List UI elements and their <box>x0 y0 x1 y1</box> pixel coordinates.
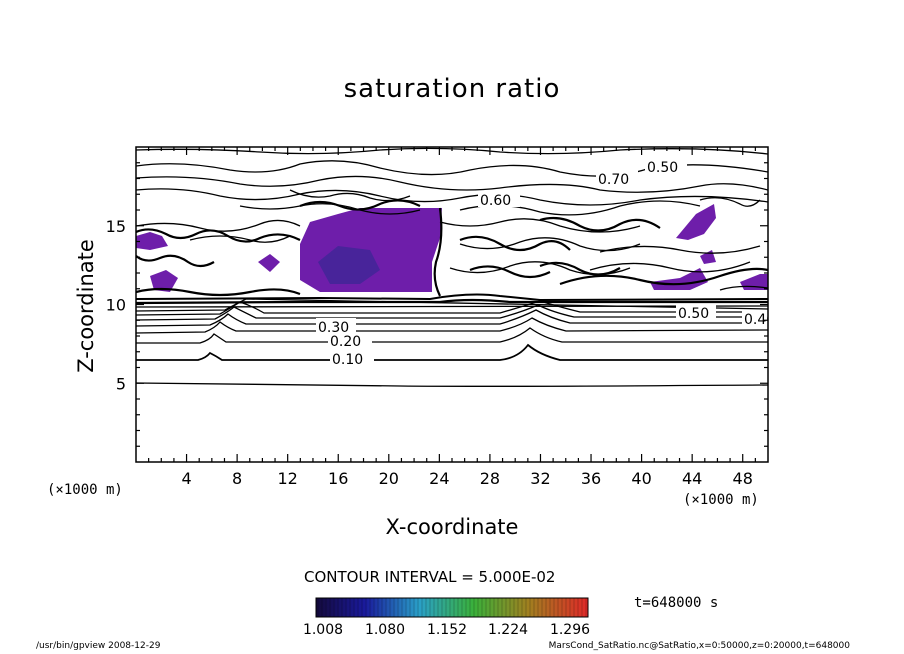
x-tick-label: 44 <box>682 469 702 488</box>
y-tick-label: 5 <box>116 374 126 393</box>
x-tick-label: 48 <box>733 469 753 488</box>
supersaturation-fill <box>136 204 768 292</box>
y-tick-label: 10 <box>106 296 126 315</box>
contour-label: 0.40 <box>744 312 775 328</box>
colorbar-tick-label: 1.152 <box>426 622 468 638</box>
x-unit-label-left: (×1000 m) <box>47 482 123 498</box>
y-tick-label: 15 <box>106 217 126 236</box>
contour-label: 0.10 <box>332 352 363 368</box>
x-tick-label: 4 <box>181 469 191 488</box>
x-axis-label: X-coordinate <box>385 515 519 539</box>
footer-source: MarsCond_SatRatio.nc@SatRatio,x=0:50000,… <box>548 641 850 651</box>
contour-label: 0.50 <box>647 160 678 176</box>
x-tick-label: 28 <box>480 469 500 488</box>
colorbar-tick-label: 1.296 <box>549 622 591 638</box>
x-tick-label: 40 <box>631 469 651 488</box>
contour-boundaries <box>136 199 661 297</box>
contour-label: 0.20 <box>330 334 361 350</box>
colorbar <box>315 597 589 618</box>
contour-label-group: 0.10 0.20 0.30 0.40 0.50 0.50 0.60 0.70 <box>316 158 775 368</box>
plot-area: 0.10 0.20 0.30 0.40 0.50 0.50 0.60 0.70 <box>136 147 775 388</box>
colorbar-tick-label: 1.008 <box>302 622 344 638</box>
contour-label: 0.30 <box>318 320 349 336</box>
plot-frame <box>135 146 769 463</box>
x-tick-label: 32 <box>530 469 550 488</box>
x-tick-label: 24 <box>429 469 449 488</box>
y-axis-label: Z-coordinate <box>74 239 98 373</box>
contour-label: 0.60 <box>480 193 511 209</box>
contour-label: 0.50 <box>678 306 709 322</box>
x-tick-label: 36 <box>581 469 601 488</box>
x-tick-label: 8 <box>232 469 242 488</box>
x-tick-label: 12 <box>278 469 298 488</box>
time-label: t=648000 s <box>634 595 719 611</box>
chart-title: saturation ratio <box>343 74 561 104</box>
x-unit-label-right: (×1000 m) <box>683 492 759 508</box>
footer-command: /usr/bin/gpview 2008-12-29 <box>36 641 161 651</box>
colorbar-stripes <box>317 598 587 617</box>
colorbar-tick-label: 1.224 <box>487 622 529 638</box>
x-tick-label: 16 <box>328 469 348 488</box>
contour-label: 0.70 <box>598 172 629 188</box>
colorbar-tick-label: 1.080 <box>364 622 406 638</box>
contour-interval-label: CONTOUR INTERVAL = 5.000E-02 <box>304 568 556 586</box>
x-tick-label: 20 <box>379 469 399 488</box>
contour-lines <box>136 147 768 388</box>
axis-ticks <box>136 147 768 462</box>
